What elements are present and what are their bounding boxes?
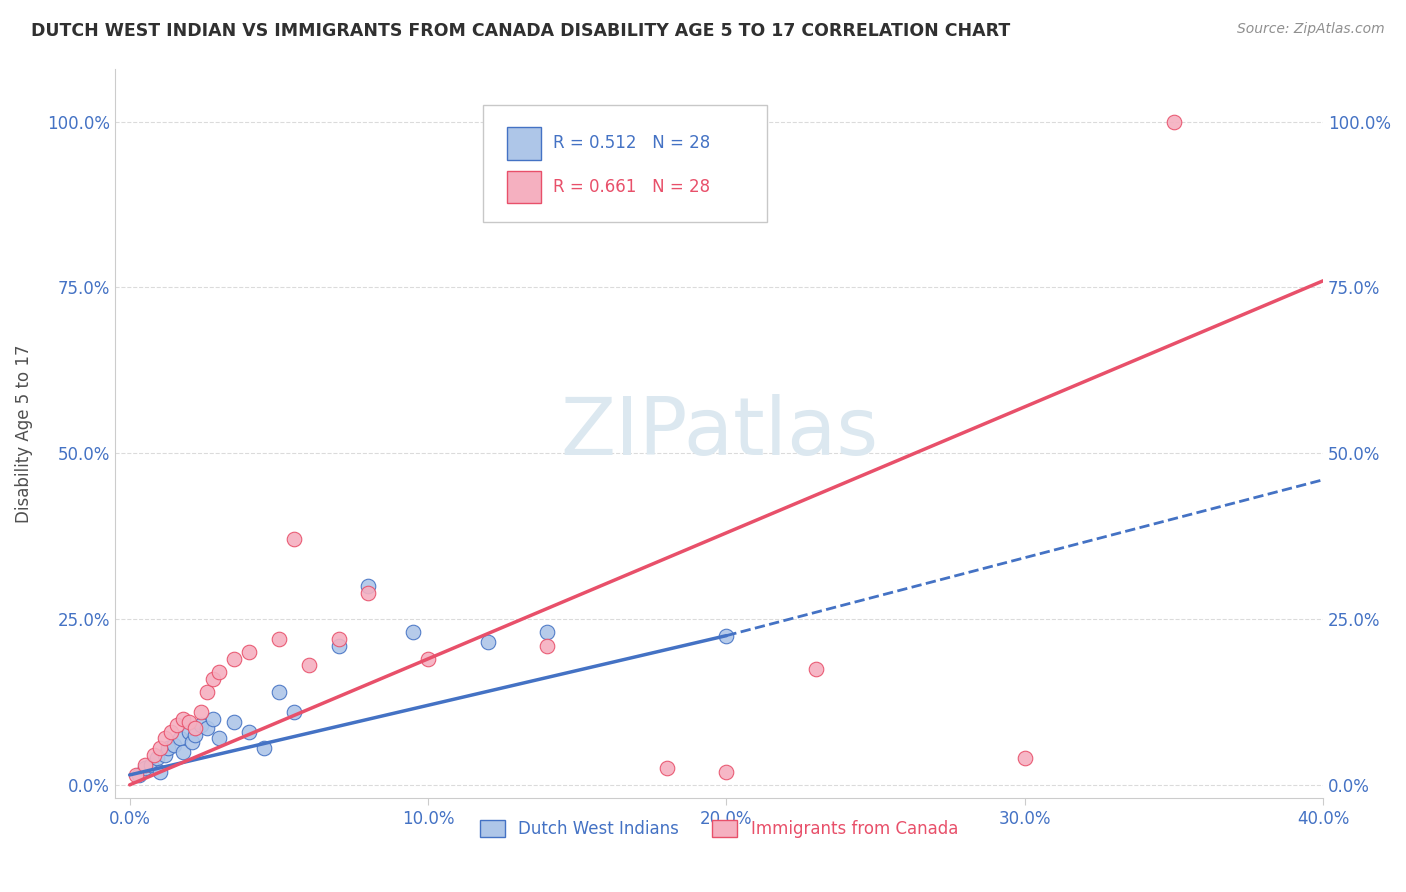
FancyBboxPatch shape [484,105,768,222]
Point [145,751,167,765]
Point [222,652,245,666]
Point [267,685,290,699]
Point [195,722,218,736]
Point [477,635,499,649]
Point [172,745,194,759]
Point [148,764,170,779]
Point [716,764,738,779]
FancyBboxPatch shape [508,170,541,203]
FancyBboxPatch shape [508,127,541,160]
Y-axis label: Disability Age 5 to 17: Disability Age 5 to 17 [15,344,32,523]
Point [804,662,827,676]
Point [142,747,165,762]
Point [208,665,231,679]
Point [169,731,191,746]
Point [536,639,558,653]
Point [416,652,439,666]
Point [238,645,260,659]
Point [357,579,380,593]
Point [222,714,245,729]
Text: Source: ZipAtlas.com: Source: ZipAtlas.com [1237,22,1385,37]
Point [536,625,558,640]
Point [184,728,207,742]
Point [163,738,186,752]
Point [328,632,350,646]
Point [1163,114,1185,128]
Point [155,747,177,762]
Point [166,718,188,732]
Point [298,658,321,673]
Point [716,629,738,643]
Text: R = 0.661   N = 28: R = 0.661 N = 28 [554,178,710,195]
Point [253,741,276,756]
Point [181,735,204,749]
Point [655,761,678,775]
Point [402,625,425,640]
Point [238,724,260,739]
Text: DUTCH WEST INDIAN VS IMMIGRANTS FROM CANADA DISABILITY AGE 5 TO 17 CORRELATION C: DUTCH WEST INDIAN VS IMMIGRANTS FROM CAN… [31,22,1010,40]
Point [134,761,156,775]
Point [134,758,156,772]
Point [208,731,231,746]
Point [357,585,380,599]
Point [190,718,212,732]
Point [283,705,305,719]
Point [267,632,290,646]
Point [179,714,201,729]
Point [139,758,162,772]
Point [172,712,194,726]
Legend: Dutch West Indians, Immigrants from Canada: Dutch West Indians, Immigrants from Cana… [474,813,965,845]
Point [202,712,225,726]
Point [157,741,180,756]
Point [155,731,177,746]
Point [179,724,201,739]
Text: ZIPatlas: ZIPatlas [560,394,877,473]
Point [1014,751,1036,765]
Point [128,768,150,782]
Point [160,724,183,739]
Point [148,741,170,756]
Point [184,722,207,736]
Point [283,533,305,547]
Point [195,685,218,699]
Point [124,768,146,782]
Point [190,705,212,719]
Text: R = 0.512   N = 28: R = 0.512 N = 28 [554,134,710,152]
Point [202,672,225,686]
Point [328,639,350,653]
